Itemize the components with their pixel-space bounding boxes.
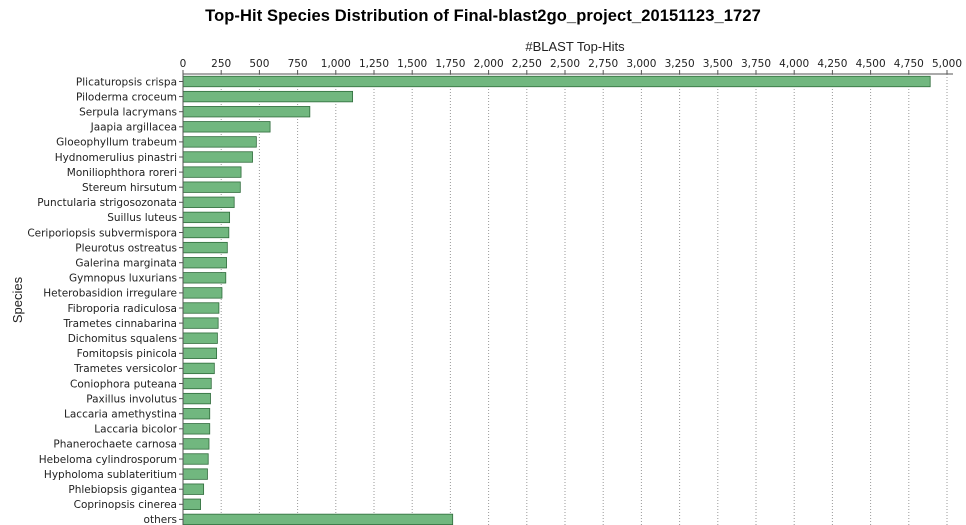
- bar: [182, 392, 211, 405]
- category-label: Trametes cinnabarina: [62, 318, 177, 330]
- grid-lines: [220, 74, 948, 525]
- category-label: Hydnomerulius pinastri: [55, 152, 177, 164]
- category-label: Trametes versicolor: [73, 363, 178, 375]
- x-tick-label: 3,500: [703, 58, 733, 70]
- bar: [182, 302, 220, 314]
- category-label: Laccaria bicolor: [94, 424, 177, 436]
- x-tick-label: 2,000: [474, 58, 504, 70]
- bar: [182, 241, 228, 254]
- category-label: Phanerochaete carnosa: [53, 439, 177, 451]
- category-label: Suillus luteus: [107, 212, 177, 224]
- category-label: others: [144, 514, 177, 525]
- bar: [182, 196, 235, 208]
- category-label: Dichomitus squalens: [68, 333, 177, 345]
- category-label: Moniliophthora roreri: [67, 167, 177, 179]
- bar: [182, 257, 227, 269]
- category-label: Galerina marginata: [75, 258, 177, 270]
- x-tick-label: 4,750: [894, 58, 924, 70]
- category-label: Jaapia argillacea: [90, 122, 177, 134]
- bar: [182, 75, 931, 88]
- category-label: Gloeophyllum trabeum: [56, 137, 177, 149]
- x-tick-label: 4,500: [856, 58, 886, 70]
- bar: [182, 377, 212, 390]
- bar: [182, 272, 227, 284]
- bar: [182, 211, 231, 224]
- category-label: Ceriporiopsis subvermispora: [27, 227, 177, 239]
- axes: 0 250 500 750 1,000 1,250 1,500 1,750 2,000 2,250…: [27, 58, 962, 525]
- x-tick-label: 1,250: [359, 58, 389, 70]
- category-label: Coprinopsis cinerea: [74, 499, 177, 511]
- x-tick-label: 4,250: [817, 58, 847, 70]
- category-label: Coniophora puteana: [70, 378, 177, 390]
- x-tick-label: 2,500: [550, 58, 580, 70]
- category-label: Fomitopsis pinicola: [77, 348, 177, 360]
- bar: [182, 483, 205, 495]
- bar: [182, 468, 208, 480]
- category-label: Fibroporia radiculosa: [68, 303, 177, 315]
- x-tick-label: 250: [211, 58, 231, 70]
- x-tick-label: 3,750: [741, 58, 771, 70]
- bar: [182, 166, 242, 178]
- category-label: Stereum hirsutum: [82, 182, 177, 194]
- x-tick-label: 4,000: [779, 58, 809, 70]
- x-tick-label: 1,750: [435, 58, 465, 70]
- category-label: Phlebiopsis gigantea: [68, 484, 177, 496]
- category-label: Plicaturopsis crispa: [76, 76, 177, 88]
- bar: [182, 438, 210, 450]
- bar: [182, 317, 219, 329]
- x-tick-label: 5,000: [932, 58, 962, 70]
- x-tick-label: 0: [180, 58, 187, 70]
- category-label: Laccaria amethystina: [64, 409, 177, 421]
- bars: [182, 75, 931, 525]
- x-tick-label: 2,750: [588, 58, 618, 70]
- x-tick-label: 750: [288, 58, 308, 70]
- y-axis-title: Species: [10, 276, 25, 323]
- x-tick-label: 500: [249, 58, 269, 70]
- bar: [182, 106, 311, 118]
- bar: [182, 408, 211, 420]
- x-tick-label: 2,250: [512, 58, 542, 70]
- category-label: Piloderma croceum: [76, 91, 177, 103]
- bar: [182, 181, 241, 193]
- bar: [182, 453, 209, 465]
- bar: [182, 423, 211, 435]
- bar: [182, 347, 218, 359]
- category-label: Pleurotus ostreatus: [75, 242, 177, 254]
- x-tick-label: 1,500: [397, 58, 427, 70]
- x-axis-title: #BLAST Top-Hits: [525, 39, 625, 54]
- category-label: Paxillus involutus: [86, 393, 177, 405]
- chart-title: Top-Hit Species Distribution of Final-bl…: [205, 7, 761, 25]
- category-label: Hebeloma cylindrosporum: [39, 454, 177, 466]
- category-label: Heterobasidion irregulare: [43, 288, 177, 300]
- x-tick-label: 3,000: [626, 58, 656, 70]
- x-tick-label: 3,250: [665, 58, 695, 70]
- bar: [182, 90, 354, 103]
- category-label: Gymnopus luxurians: [69, 273, 177, 285]
- bar: [182, 226, 230, 239]
- bar: [182, 498, 201, 510]
- bar: [182, 513, 454, 525]
- bar: [182, 332, 218, 344]
- bar: [182, 151, 253, 163]
- bar: [182, 362, 215, 375]
- bar: [182, 136, 257, 148]
- category-label: Punctularia strigosozonata: [37, 197, 177, 209]
- bar: [182, 287, 223, 299]
- bar: [182, 121, 271, 133]
- x-tick-label: 1,000: [321, 58, 351, 70]
- category-label: Serpula lacrymans: [79, 107, 177, 119]
- category-label: Hypholoma sublateritium: [44, 469, 177, 481]
